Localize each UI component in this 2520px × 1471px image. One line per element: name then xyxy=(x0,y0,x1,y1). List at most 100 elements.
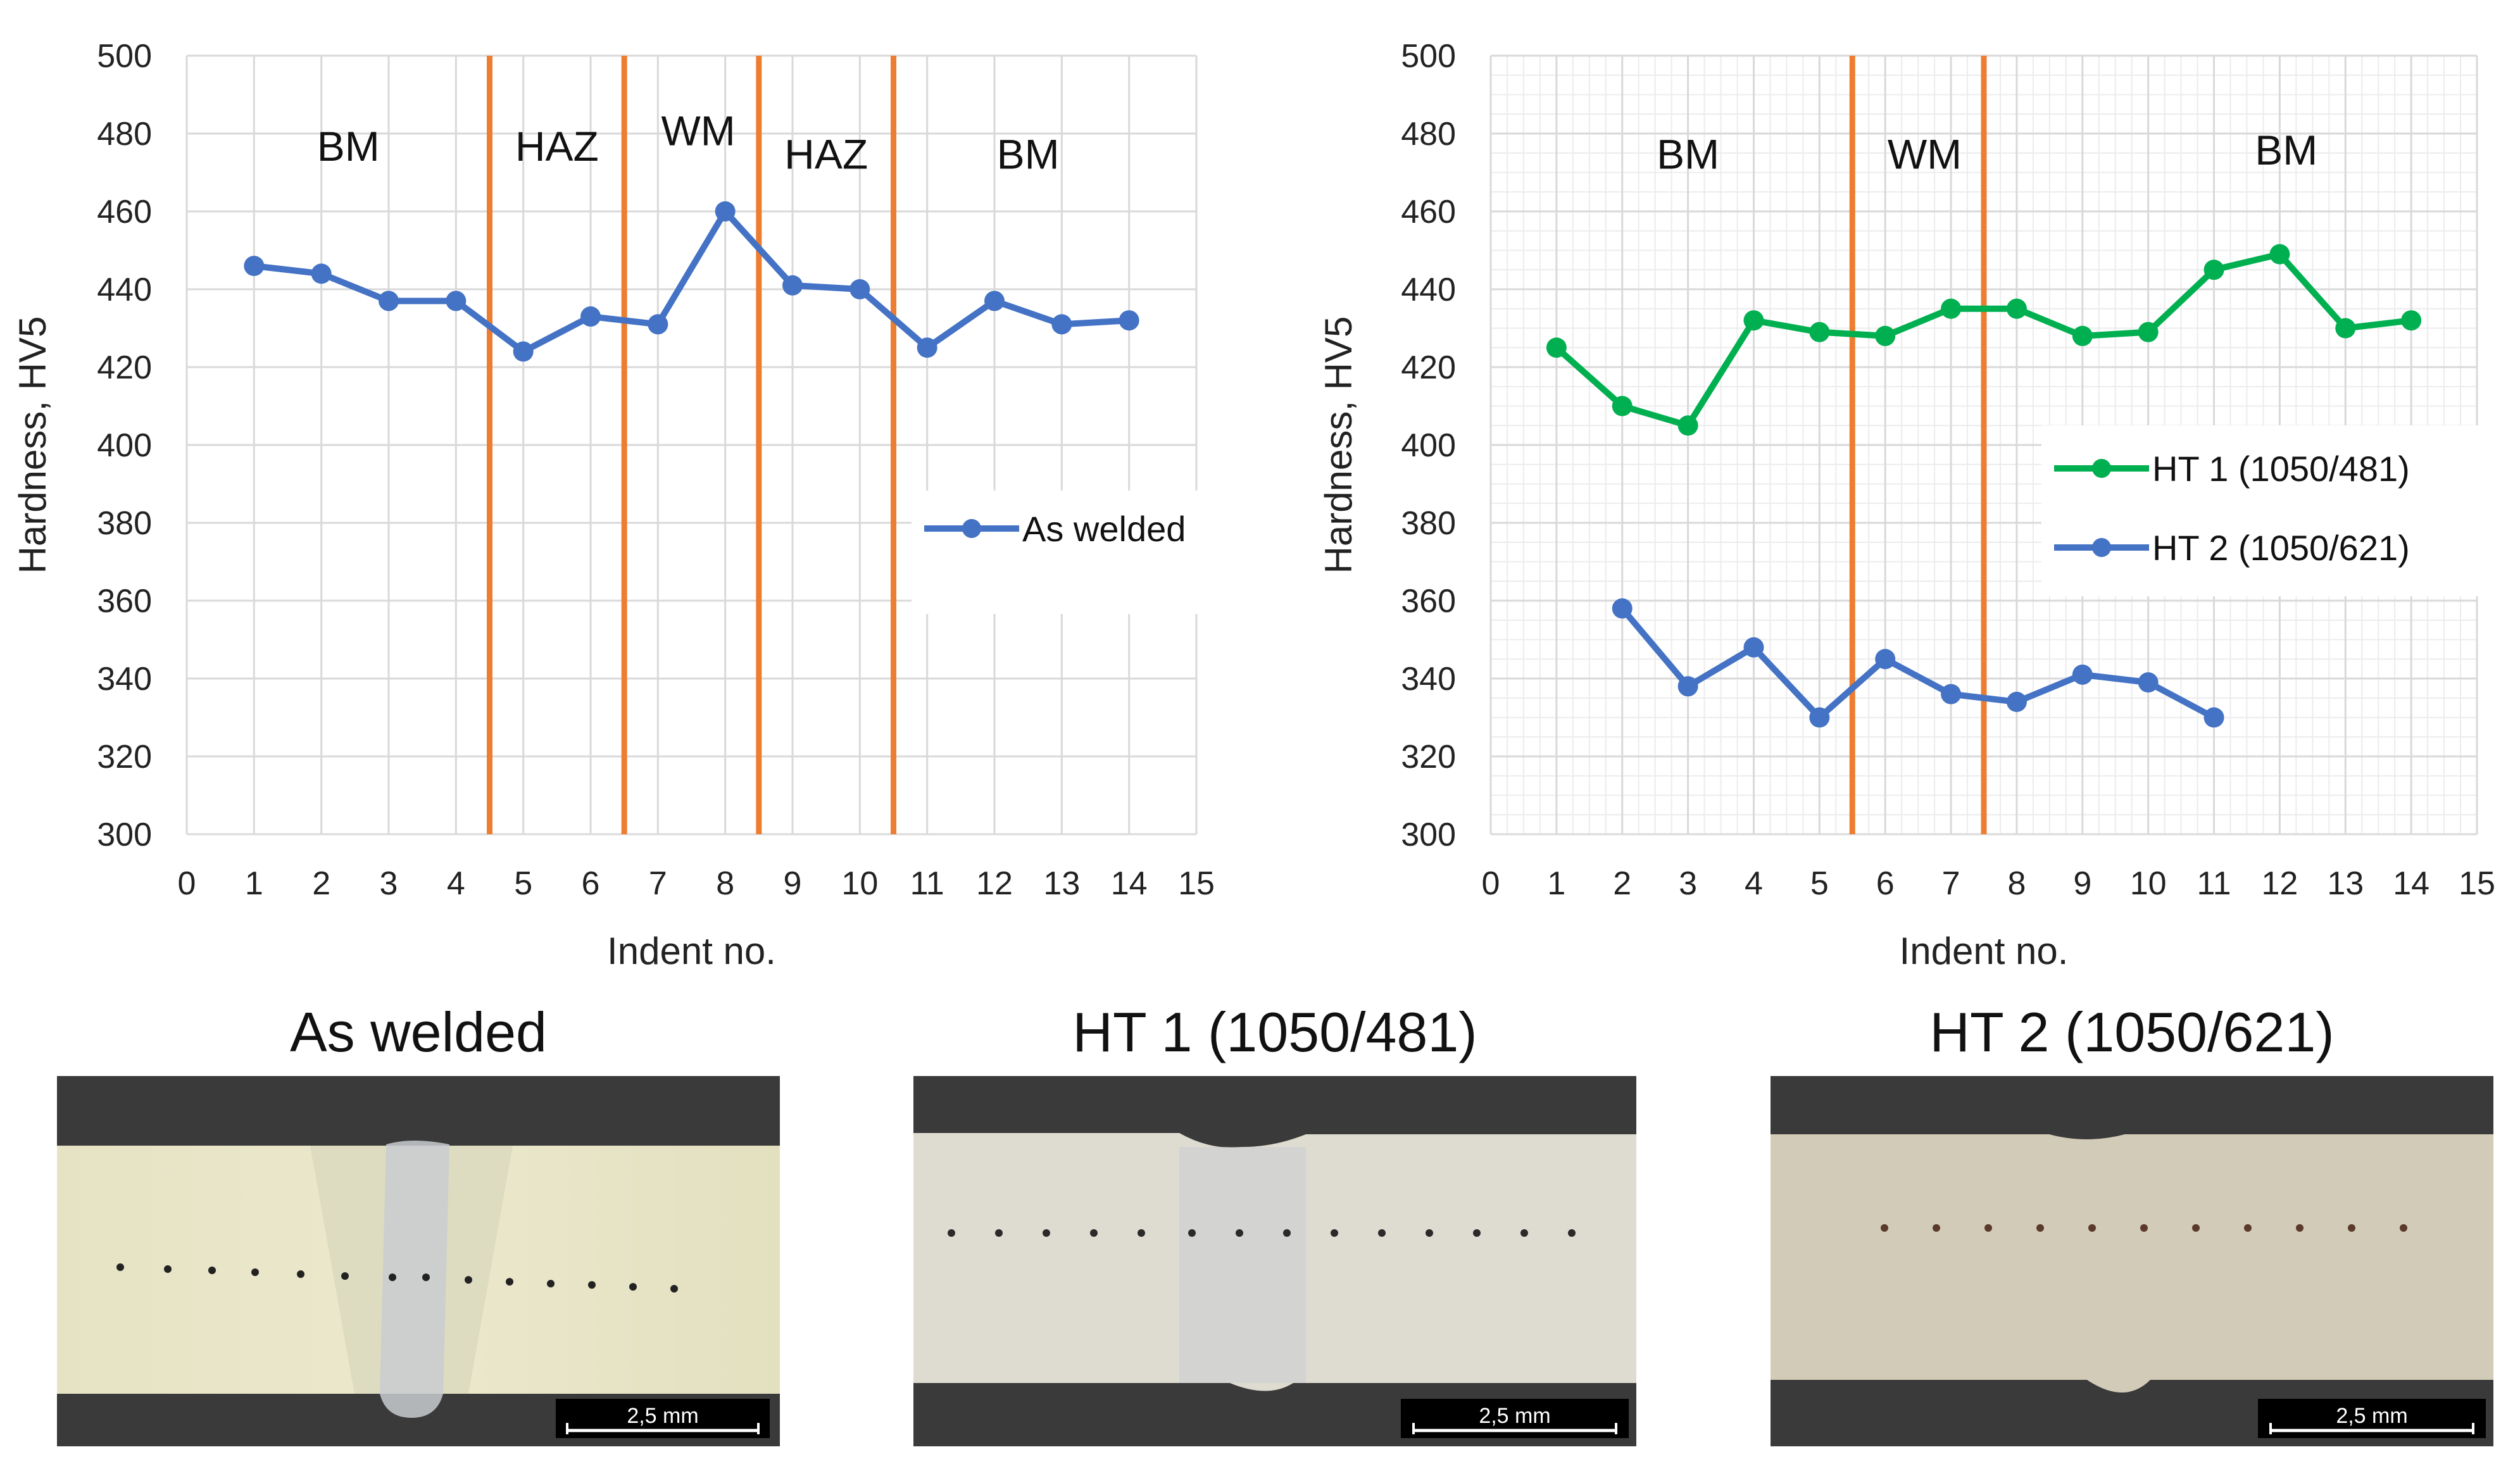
x-tick-label: 13 xyxy=(2327,865,2364,902)
x-tick-label: 5 xyxy=(1810,865,1829,902)
scale-bar: 2,5 mm xyxy=(1401,1399,1629,1438)
x-tick-label: 1 xyxy=(1547,865,1565,902)
zone-label-haz: HAZ xyxy=(784,130,868,177)
x-tick-label: 7 xyxy=(649,865,667,902)
data-point xyxy=(2203,260,2224,280)
zone-label-wm: WM xyxy=(661,107,735,154)
data-point xyxy=(244,256,265,277)
zone-label-haz: HAZ xyxy=(515,123,599,170)
legend-label: HT 1 (1050/481) xyxy=(2152,449,2410,489)
data-point xyxy=(311,263,332,284)
micrograph-ht1: 2,5 mm xyxy=(913,1076,1636,1446)
hardness-chart-as-welded: 0 1 2 3 4 5 6 7 8 9 10 11 12 13 14 15300320340360380400… xyxy=(11,38,1215,972)
hardness-chart-heat-treated: 0 1 2 3 4 5 6 7 8 9 10 11 12 13 14 15300320340360380400… xyxy=(1317,38,2495,972)
micrograph-as-welded: 2,5 mm xyxy=(57,1076,780,1446)
x-tick-label: 9 xyxy=(2073,865,2091,902)
x-tick-label: 6 xyxy=(582,865,600,902)
series-line-1 xyxy=(1619,606,2216,721)
x-tick-label: 12 xyxy=(2261,865,2298,902)
scale-bar: 2,5 mm xyxy=(556,1399,770,1438)
data-point xyxy=(1941,298,1962,319)
data-point xyxy=(2335,318,2356,339)
y-tick-label: 380 xyxy=(97,505,152,542)
x-tick-label: 7 xyxy=(1942,865,1960,902)
data-point xyxy=(2269,244,2290,265)
y-axis-label: Hardness, HV5 xyxy=(11,316,54,574)
x-tick-label: 3 xyxy=(1679,865,1697,902)
y-tick-label: 440 xyxy=(97,272,152,308)
y-tick-label: 460 xyxy=(97,194,152,230)
zone-label-bm: BM xyxy=(1657,130,1719,177)
legend-box xyxy=(2041,425,2478,596)
x-tick-label: 13 xyxy=(1043,865,1080,902)
x-tick-label: 0 xyxy=(178,865,196,902)
y-tick-label: 400 xyxy=(1401,427,1456,464)
steel-plate xyxy=(1771,1134,2493,1393)
x-tick-label: 14 xyxy=(2393,865,2429,902)
data-point xyxy=(1875,649,1896,670)
x-tick-label: 0 xyxy=(1482,865,1500,902)
photo-title-ht2: HT 2 (1050/621) xyxy=(1929,1001,2335,1063)
weld-metal xyxy=(380,1141,449,1418)
x-axis-label: Indent no. xyxy=(1900,930,2069,972)
y-tick-label: 420 xyxy=(1401,349,1456,386)
photo-title-as-welded: As welded xyxy=(289,1001,547,1063)
x-tick-label: 3 xyxy=(380,865,398,902)
data-point xyxy=(1875,325,1896,346)
data-point xyxy=(2006,298,2027,319)
indent-marks xyxy=(1881,1224,2407,1232)
data-point xyxy=(1677,676,1698,697)
data-point xyxy=(2401,310,2422,331)
y-tick-label: 480 xyxy=(1401,116,1456,153)
y-tick-label: 360 xyxy=(97,583,152,620)
zone-label-bm: BM xyxy=(2255,127,2317,173)
svg-text:2,5 mm: 2,5 mm xyxy=(2336,1404,2407,1428)
y-tick-label: 400 xyxy=(97,427,152,464)
x-tick-label: 14 xyxy=(1111,865,1148,902)
x-tick-label: 1 xyxy=(245,865,263,902)
data-point xyxy=(648,314,668,335)
data-point xyxy=(1809,322,1830,342)
x-tick-label: 10 xyxy=(841,865,878,902)
zone-label-bm: BM xyxy=(317,123,380,170)
x-tick-label: 11 xyxy=(2197,865,2231,902)
y-tick-label: 340 xyxy=(1401,661,1456,698)
legend-swatch-marker xyxy=(962,519,981,538)
scale-bar: 2,5 mm xyxy=(2258,1399,2486,1438)
x-tick-label: 10 xyxy=(2130,865,2167,902)
x-tick-label: 5 xyxy=(514,865,532,902)
data-point xyxy=(1612,396,1633,416)
data-point xyxy=(1546,337,1567,358)
legend-swatch-marker xyxy=(2092,459,2111,478)
legend-label: HT 2 (1050/621) xyxy=(2152,528,2410,568)
x-tick-label: 2 xyxy=(312,865,330,902)
y-tick-label: 480 xyxy=(97,116,152,153)
series-line-0 xyxy=(1554,251,2412,429)
x-tick-label: 4 xyxy=(1745,865,1763,902)
x-tick-label: 4 xyxy=(447,865,465,902)
data-point xyxy=(715,201,736,222)
x-tick-label: 2 xyxy=(1613,865,1631,902)
data-point xyxy=(917,337,937,358)
data-point xyxy=(1612,598,1633,619)
data-point xyxy=(1677,415,1698,436)
data-point xyxy=(2203,707,2224,728)
zone-label-bm: BM xyxy=(997,130,1060,177)
data-point xyxy=(849,279,870,299)
y-tick-label: 460 xyxy=(1401,194,1456,230)
data-point xyxy=(2006,691,2027,712)
data-point xyxy=(782,275,803,296)
y-tick-label: 340 xyxy=(97,661,152,698)
legend-label: As welded xyxy=(1022,509,1186,549)
indent-marks xyxy=(948,1229,1576,1237)
micrograph-ht2: 2,5 mm xyxy=(1771,1076,2493,1446)
y-tick-label: 360 xyxy=(1401,583,1456,620)
svg-text:2,5 mm: 2,5 mm xyxy=(627,1404,698,1428)
y-tick-label: 300 xyxy=(1401,817,1456,853)
y-tick-label: 500 xyxy=(1401,38,1456,75)
data-point xyxy=(379,291,399,311)
data-point xyxy=(1743,637,1764,658)
legend-swatch-marker xyxy=(2092,538,2111,557)
data-point xyxy=(2072,325,2093,346)
y-tick-label: 300 xyxy=(97,817,152,853)
